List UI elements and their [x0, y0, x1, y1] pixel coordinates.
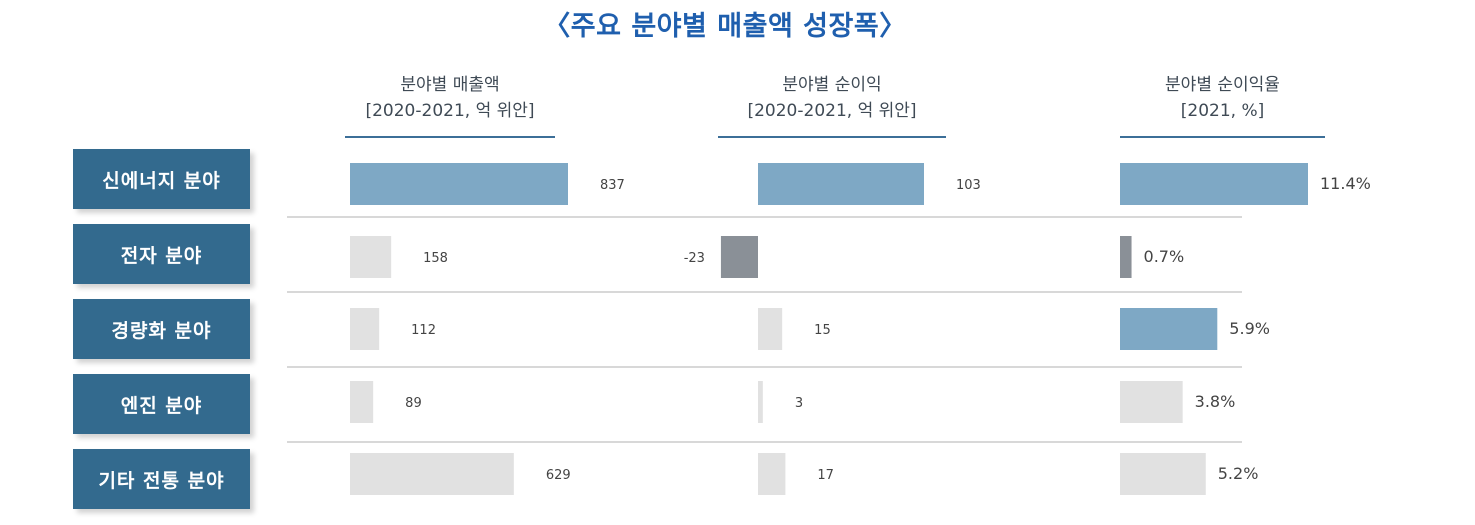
- panel-title-margin: 분야별 순이익율: [1165, 75, 1280, 95]
- row-separator: [287, 366, 1242, 368]
- value-label-revenue-1: 158: [423, 251, 448, 266]
- value-label-profit-3: 3: [795, 396, 803, 411]
- value-label-margin-4: 5.2%: [1218, 464, 1259, 483]
- value-label-margin-3: 3.8%: [1195, 392, 1236, 411]
- panel-title-profit: 분야별 순이익: [782, 75, 882, 95]
- bar-margin-0: [1120, 163, 1308, 205]
- panel-rule-margin: [1120, 136, 1325, 138]
- bar-revenue-0: [350, 163, 568, 205]
- bar-profit-0: [758, 163, 924, 205]
- value-label-revenue-4: 629: [546, 468, 571, 483]
- category-traditional: 기타 전통 분야: [73, 449, 250, 509]
- value-label-revenue-2: 112: [411, 323, 436, 338]
- value-label-margin-2: 5.9%: [1229, 319, 1270, 338]
- panel-header-margin: 분야별 순이익율 [2021, %]: [1120, 72, 1325, 138]
- category-electronics: 전자 분야: [73, 224, 250, 284]
- category-new-energy: 신에너지 분야: [73, 149, 250, 209]
- row-separator: [287, 216, 1242, 218]
- bar-revenue-4: [350, 453, 514, 495]
- bar-revenue-2: [350, 308, 380, 350]
- panel-unit-profit: [2020-2021, 억 위안]: [747, 101, 917, 121]
- category-engine: 엔진 분야: [73, 374, 250, 434]
- value-label-revenue-0: 837: [600, 178, 625, 193]
- value-label-profit-0: 103: [956, 178, 981, 193]
- row-separator: [287, 291, 1242, 293]
- panel-rule-profit: [718, 136, 946, 138]
- bar-profit-2: [758, 308, 783, 350]
- bar-profit-3: [758, 381, 763, 423]
- value-label-profit-1: -23: [684, 251, 705, 266]
- panel-header-revenue: 분야별 매출액 [2020-2021, 억 위안]: [345, 72, 555, 138]
- value-label-profit-4: 17: [817, 468, 834, 483]
- value-label-revenue-3: 89: [405, 396, 422, 411]
- bar-margin-4: [1120, 453, 1206, 495]
- panel-rule-revenue: [345, 136, 555, 138]
- value-label-margin-1: 0.7%: [1144, 247, 1185, 266]
- bar-revenue-3: [350, 381, 374, 423]
- bar-profit-1: [720, 236, 758, 278]
- bar-margin-1: [1120, 236, 1132, 278]
- panel-title-revenue: 분야별 매출액: [400, 75, 500, 95]
- bar-margin-3: [1120, 381, 1183, 423]
- panel-unit-margin: [2021, %]: [1180, 101, 1265, 121]
- bar-revenue-1: [350, 236, 392, 278]
- chart-title: 〈주요 분야별 매출액 성장폭〉: [543, 11, 907, 42]
- panel-header-profit: 분야별 순이익 [2020-2021, 억 위안]: [718, 72, 946, 138]
- value-label-profit-2: 15: [814, 323, 831, 338]
- row-separator: [287, 441, 1242, 443]
- bar-profit-4: [758, 453, 786, 495]
- bar-margin-2: [1120, 308, 1218, 350]
- value-label-margin-0: 11.4%: [1320, 174, 1371, 193]
- category-lightweight: 경량화 분야: [73, 299, 250, 359]
- panel-unit-revenue: [2020-2021, 억 위안]: [365, 101, 535, 121]
